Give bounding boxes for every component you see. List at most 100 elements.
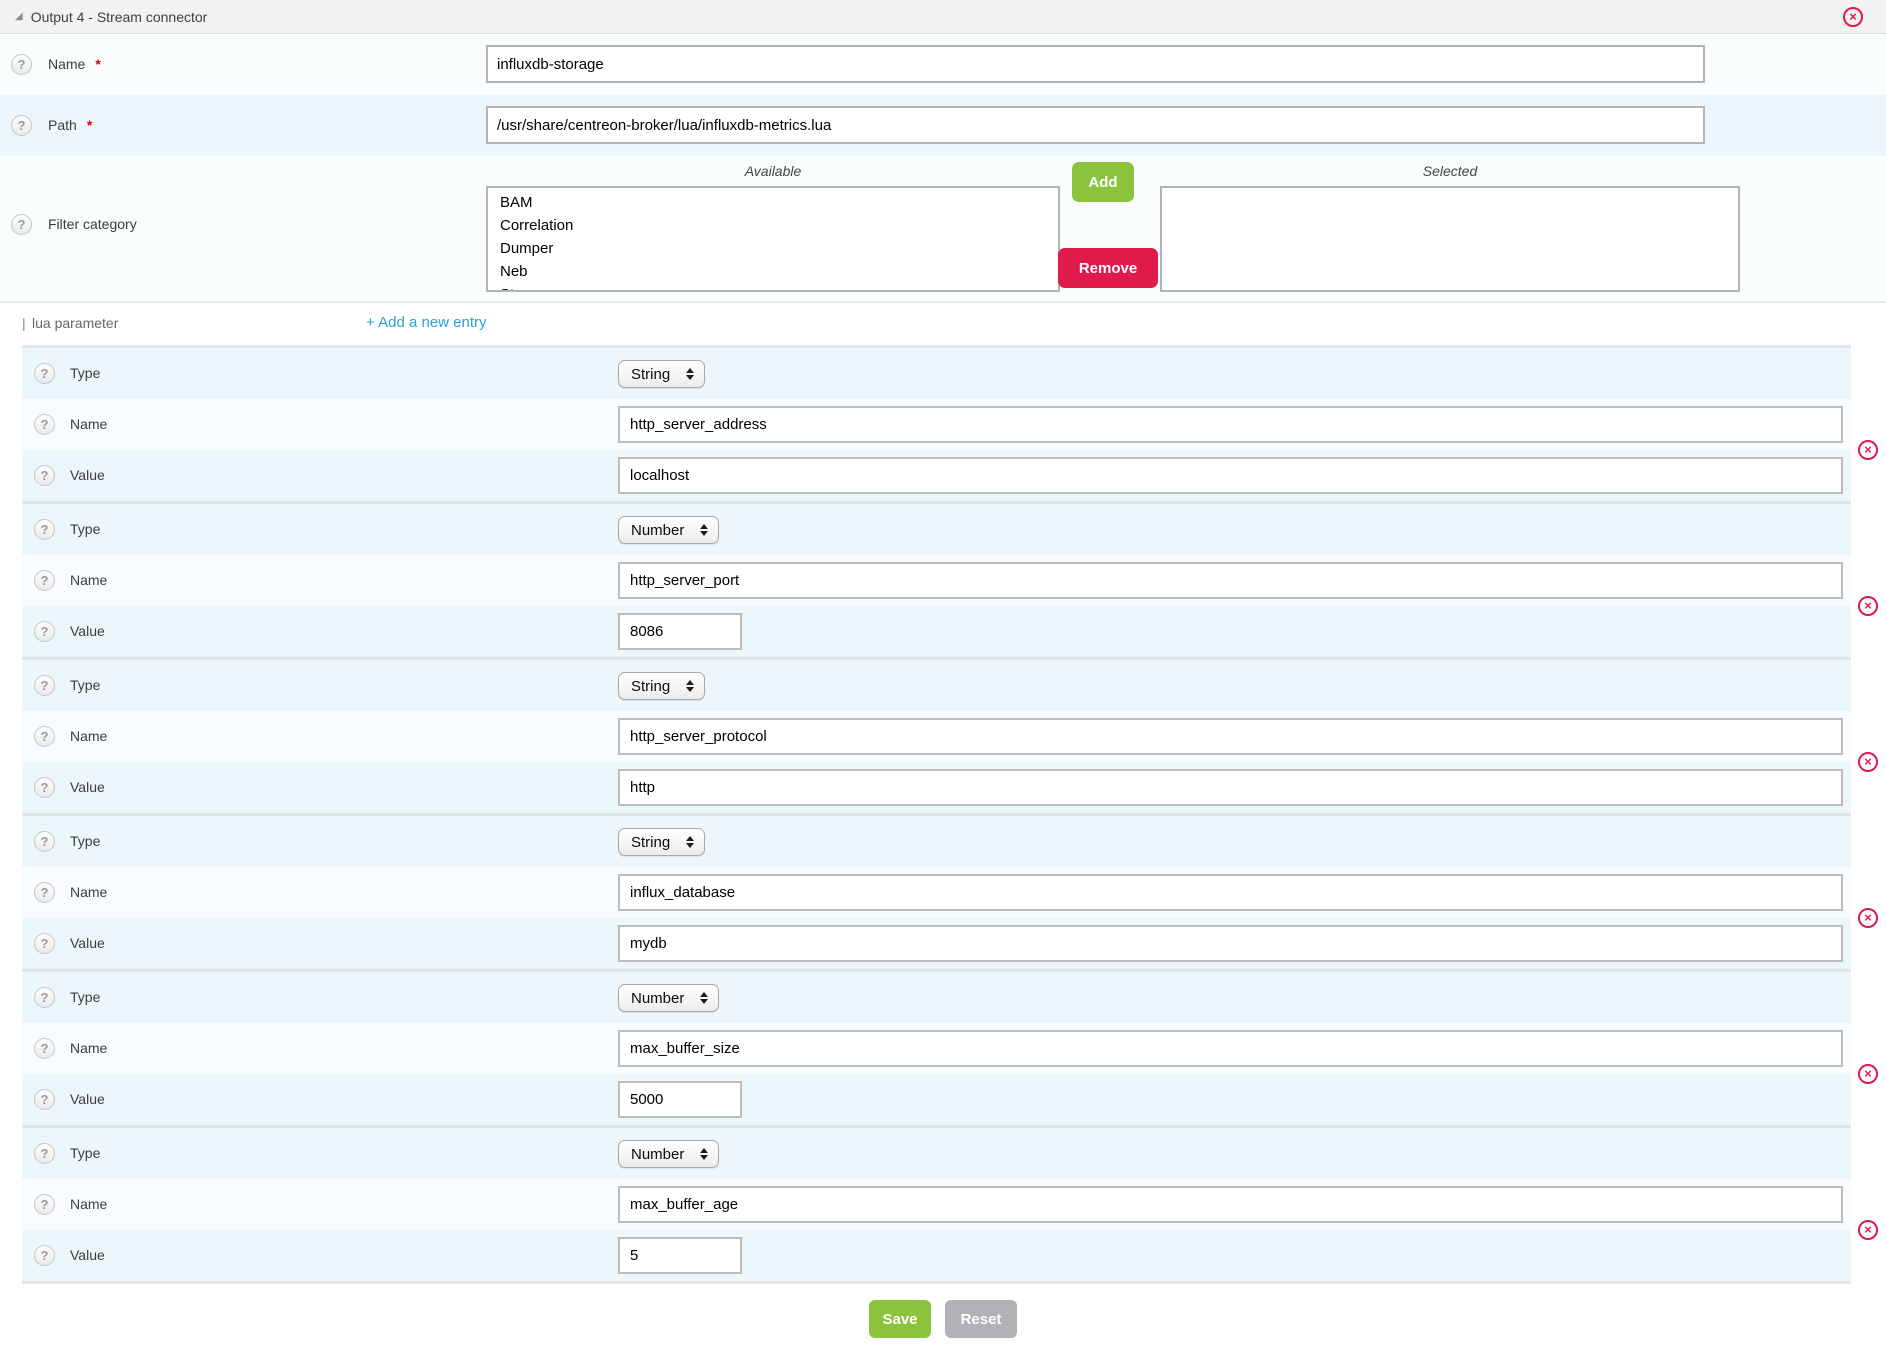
filter-option[interactable]: Dumper	[500, 240, 554, 257]
param-name-input[interactable]	[618, 1186, 1843, 1223]
filter-option[interactable]: Neb	[500, 263, 528, 280]
help-icon[interactable]: ?	[34, 1038, 55, 1059]
name-row: ? Name	[22, 1023, 1851, 1074]
help-icon[interactable]: ?	[34, 882, 55, 903]
type-select[interactable]: String	[618, 672, 706, 700]
help-icon[interactable]: ?	[34, 675, 55, 696]
type-select-value: Number	[631, 989, 685, 1007]
remove-entry-icon[interactable]: ×	[1858, 752, 1878, 772]
path-field-row: ? Path *	[0, 95, 1886, 156]
param-value-input[interactable]	[618, 769, 1843, 806]
type-select[interactable]: String	[618, 828, 706, 856]
reset-button[interactable]: Reset	[945, 1300, 1017, 1338]
remove-entry-icon[interactable]: ×	[1858, 440, 1878, 460]
help-icon[interactable]: ?	[34, 777, 55, 798]
remove-entry-icon[interactable]: ×	[1858, 596, 1878, 616]
add-button[interactable]: Add	[1072, 162, 1134, 202]
param-value-input[interactable]	[618, 1081, 742, 1118]
filter-option[interactable]: Correlation	[500, 217, 574, 234]
help-icon[interactable]: ?	[11, 214, 32, 235]
param-value-input[interactable]	[618, 1237, 742, 1274]
help-icon[interactable]: ?	[34, 414, 55, 435]
help-icon[interactable]: ?	[34, 726, 55, 747]
remove-entry-icon[interactable]: ×	[1858, 1220, 1878, 1240]
param-value-input[interactable]	[618, 925, 1843, 962]
param-name-input[interactable]	[618, 406, 1843, 443]
remove-entry-icon[interactable]: ×	[1858, 1064, 1878, 1084]
type-row: ? Type String	[22, 816, 1851, 867]
type-select[interactable]: Number	[618, 984, 720, 1012]
lua-parameter-entry: ? Type Number ? Name ? Value ×	[22, 972, 1878, 1125]
help-icon[interactable]: ?	[34, 831, 55, 852]
type-row-label: Type	[70, 365, 101, 381]
type-row-label: Type	[70, 1145, 101, 1161]
lua-parameter-section-header: | lua parameter + Add a new entry	[0, 301, 1886, 345]
help-icon[interactable]: ?	[34, 363, 55, 384]
close-output-icon[interactable]: ×	[1843, 7, 1863, 27]
param-value-input[interactable]	[618, 457, 1843, 494]
name-row: ? Name	[22, 399, 1851, 450]
help-icon[interactable]: ?	[34, 1143, 55, 1164]
path-input[interactable]	[486, 106, 1705, 144]
type-select[interactable]: String	[618, 360, 706, 388]
value-row-label: Value	[70, 467, 105, 483]
help-icon[interactable]: ?	[11, 115, 32, 136]
name-row: ? Name	[22, 867, 1851, 918]
section-title: Output 4 - Stream connector	[30, 8, 208, 25]
lua-parameter-label: lua parameter	[32, 315, 119, 331]
select-arrows-icon	[686, 680, 695, 692]
param-name-input[interactable]	[618, 562, 1843, 599]
type-row: ? Type String	[22, 660, 1851, 711]
type-select[interactable]: Number	[618, 1140, 720, 1168]
type-select[interactable]: Number	[618, 516, 720, 544]
lua-parameter-entries: ? Type String ? Name ? Value × ? Type Nu…	[22, 345, 1878, 1284]
name-row: ? Name	[22, 711, 1851, 762]
help-icon[interactable]: ?	[11, 54, 32, 75]
remove-entry-icon[interactable]: ×	[1858, 908, 1878, 928]
value-row-label: Value	[70, 1091, 105, 1107]
type-row-label: Type	[70, 833, 101, 849]
available-column: Available BAM Correlation Dumper Neb Storage	[486, 163, 1060, 292]
value-row: ? Value	[22, 762, 1851, 813]
value-row: ? Value	[22, 450, 1851, 501]
name-input[interactable]	[486, 45, 1705, 83]
type-row: ? Type Number	[22, 1128, 1851, 1179]
save-button[interactable]: Save	[869, 1300, 931, 1338]
lua-parameter-entry: ? Type String ? Name ? Value ×	[22, 660, 1878, 813]
param-value-input[interactable]	[618, 613, 742, 650]
select-arrows-icon	[686, 836, 695, 848]
help-icon[interactable]: ?	[34, 465, 55, 486]
selected-listbox[interactable]	[1160, 186, 1740, 292]
param-name-input[interactable]	[618, 874, 1843, 911]
value-row-label: Value	[70, 779, 105, 795]
help-icon[interactable]: ?	[34, 1089, 55, 1110]
help-icon[interactable]: ?	[34, 1245, 55, 1266]
help-icon[interactable]: ?	[34, 1194, 55, 1215]
help-icon[interactable]: ?	[34, 570, 55, 591]
type-select-value: String	[631, 677, 671, 695]
collapse-triangle-icon[interactable]: ◢	[15, 11, 23, 22]
type-select-value: Number	[631, 521, 685, 539]
type-row: ? Type Number	[22, 504, 1851, 555]
help-icon[interactable]: ?	[34, 519, 55, 540]
help-icon[interactable]: ?	[34, 621, 55, 642]
name-row: ? Name	[22, 555, 1851, 606]
param-name-input[interactable]	[618, 1030, 1843, 1067]
name-field-row: ? Name *	[0, 34, 1886, 95]
filter-category-row: ? Filter category Available BAM Correlati…	[0, 156, 1886, 301]
available-listbox[interactable]: BAM Correlation Dumper Neb Storage	[486, 186, 1060, 292]
available-header: Available	[744, 163, 802, 179]
add-new-entry-link[interactable]: + Add a new entry	[366, 314, 487, 331]
value-row-label: Value	[70, 1247, 105, 1263]
remove-button[interactable]: Remove	[1058, 248, 1158, 288]
value-row-label: Value	[70, 623, 105, 639]
help-icon[interactable]: ?	[34, 933, 55, 954]
help-icon[interactable]: ?	[34, 987, 55, 1008]
filter-option[interactable]: Storage	[500, 283, 1058, 290]
filter-option[interactable]: BAM	[500, 194, 533, 211]
param-name-input[interactable]	[618, 718, 1843, 755]
value-row: ? Value	[22, 1230, 1851, 1281]
type-row-label: Type	[70, 989, 101, 1005]
selected-column: Selected	[1160, 163, 1740, 292]
value-row: ? Value	[22, 1074, 1851, 1125]
